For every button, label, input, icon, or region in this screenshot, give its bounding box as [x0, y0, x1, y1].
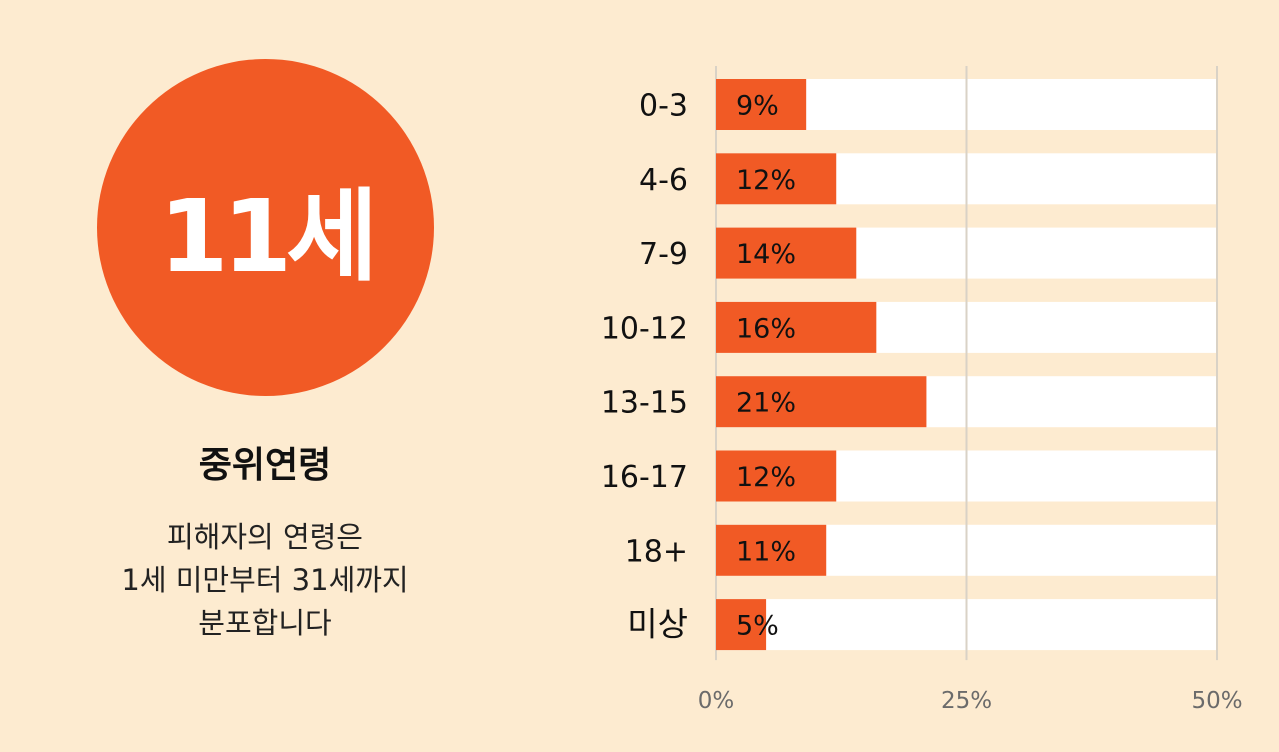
x-tick-label: 25% — [941, 688, 992, 714]
category-label: 4-6 — [639, 163, 688, 198]
bar — [716, 79, 807, 130]
value-label: 11% — [736, 536, 796, 567]
value-label: 14% — [736, 239, 796, 270]
value-label: 21% — [736, 388, 796, 419]
description-line: 분포합니다 — [198, 606, 332, 640]
x-tick-label: 0% — [698, 688, 735, 714]
category-label: 13-15 — [601, 386, 688, 421]
category-label: 7-9 — [639, 237, 688, 272]
bar — [716, 376, 927, 428]
bar — [716, 524, 827, 576]
category-label: 0-3 — [639, 89, 688, 124]
age-range-description: 피해자의 연령은 1세 미만부터 31세까지 분포합니다 — [65, 516, 465, 645]
category-label: 16-17 — [601, 460, 688, 495]
x-tick-label: 50% — [1191, 688, 1242, 714]
value-label: 12% — [736, 462, 796, 493]
category-label: 10-12 — [601, 311, 688, 346]
category-label: 미상 — [627, 605, 688, 644]
median-age-badge: 11세 — [97, 59, 434, 396]
bar — [716, 153, 837, 205]
median-age-value: 11세 — [158, 178, 378, 295]
bar — [716, 227, 857, 279]
value-label: 16% — [736, 313, 796, 344]
bar — [716, 301, 877, 353]
value-label: 9% — [736, 91, 779, 122]
category-label: 18+ — [625, 534, 688, 569]
bar — [716, 450, 837, 502]
description-line: 1세 미만부터 31세까지 — [121, 563, 409, 597]
value-label: 5% — [736, 611, 779, 642]
description-line: 피해자의 연령은 — [167, 520, 363, 554]
median-age-label: 중위연령 — [198, 445, 332, 486]
value-label: 12% — [736, 165, 796, 196]
bar — [716, 599, 767, 651]
